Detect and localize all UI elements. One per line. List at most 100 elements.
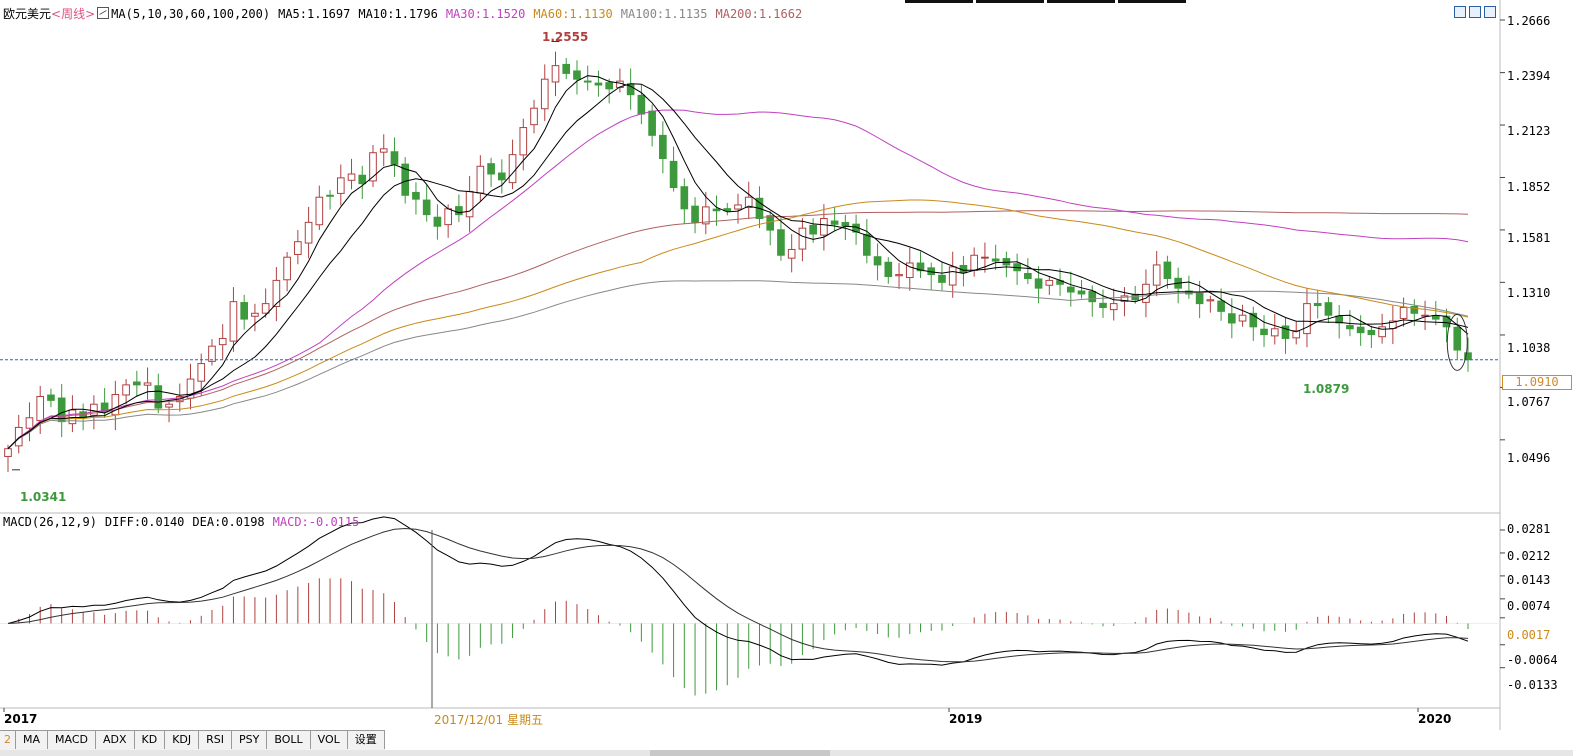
candlestick: [1238, 314, 1247, 322]
candlestick: [1421, 314, 1429, 317]
zoom-in-icon[interactable]: [1484, 6, 1496, 18]
tab-settings[interactable]: 设置: [347, 731, 385, 749]
candlestick: [744, 196, 753, 208]
price-tick: 1.1038: [1507, 341, 1551, 355]
candlestick: [680, 186, 689, 210]
candlestick: [369, 152, 377, 182]
high-annotation: 1.2555: [542, 30, 589, 44]
ma30-value: MA30:1.1520: [445, 7, 526, 21]
candlestick: [1324, 302, 1333, 316]
candlestick: [111, 394, 120, 416]
candlestick: [1249, 312, 1258, 328]
candlestick: [304, 221, 313, 244]
horizontal-scrollbar[interactable]: [0, 750, 1573, 756]
current-price-tag: 1.0910: [1502, 375, 1572, 390]
candlestick: [1217, 300, 1225, 312]
candlestick: [68, 409, 77, 425]
candlestick: [1410, 305, 1419, 314]
ma60-line: [7, 199, 1469, 450]
ma200-line: [7, 210, 1469, 450]
candlestick: [519, 127, 528, 156]
macd-tick: 0.0281: [1507, 522, 1551, 536]
candlestick: [497, 172, 506, 181]
macd-legend: MACD(26,12,9) DIFF:0.0140 DEA:0.0198 MACD:-…: [3, 514, 367, 530]
candlestick: [734, 204, 742, 210]
scrollbar-thumb[interactable]: [650, 750, 830, 756]
ma10-line: [7, 83, 1469, 450]
candlestick: [1109, 303, 1118, 311]
candlestick: [562, 63, 571, 74]
tab-ma[interactable]: MA: [16, 731, 49, 749]
candlestick: [1260, 328, 1268, 336]
candlestick: [1206, 299, 1215, 302]
candlestick: [905, 262, 914, 278]
candlestick: [1142, 283, 1150, 303]
macd-tick: 0.0017: [1507, 628, 1551, 642]
tab-rsi[interactable]: RSI: [199, 731, 233, 749]
restore-icon[interactable]: [1469, 6, 1481, 18]
candlestick: [862, 233, 871, 256]
macd-tick: 0.0212: [1507, 549, 1551, 563]
x-tick-2020: 2020: [1418, 712, 1452, 726]
candlestick: [873, 256, 882, 266]
candlestick: [208, 345, 216, 362]
candlestick: [379, 148, 388, 153]
x-tick-2017: 2017: [4, 712, 38, 726]
indicator-tabs: 2 MA MACD ADX KD KDJ RSI PSY BOLL VOL 设置: [0, 730, 385, 750]
candlestick: [1281, 325, 1290, 339]
tab-adx[interactable]: ADX: [96, 731, 135, 749]
candlestick: [336, 177, 345, 194]
candlestick: [1367, 329, 1376, 336]
ma-label: MA(5,10,30,60,100,200): [111, 7, 271, 21]
candlestick: [916, 262, 925, 272]
candlestick: [25, 417, 34, 429]
candlestick: [1453, 326, 1462, 351]
price-tick: 1.1852: [1507, 180, 1551, 194]
candlestick: [132, 381, 141, 386]
candlestick: [197, 363, 206, 382]
candlestick: [347, 173, 356, 181]
tab-macd[interactable]: MACD: [48, 731, 96, 749]
candlestick: [798, 227, 807, 250]
candlestick: [691, 205, 699, 223]
tab-kd[interactable]: KD: [134, 731, 166, 749]
ma-settings-icon[interactable]: [97, 7, 110, 19]
candlestick: [90, 403, 98, 416]
symbol-name: 欧元美元: [3, 7, 52, 21]
tab-psy[interactable]: PSY: [232, 731, 268, 749]
candlestick: [981, 256, 989, 259]
candlestick: [229, 301, 238, 342]
candlestick: [294, 241, 302, 255]
zoom-out-icon[interactable]: [1454, 6, 1466, 18]
dea-line: [7, 527, 1469, 663]
candlestick: [938, 274, 946, 283]
period-label[interactable]: <周线>: [51, 7, 96, 21]
tab-kdj[interactable]: KDJ: [165, 731, 200, 749]
candlestick: [659, 134, 667, 160]
tab-vol[interactable]: VOL: [310, 731, 348, 749]
macd-params: MACD(26,12,9): [3, 515, 97, 529]
candlestick: [36, 395, 45, 421]
x-tick-2019: 2019: [949, 712, 983, 726]
candlestick: [240, 302, 249, 320]
ma100-line: [7, 280, 1469, 450]
candlestick: [884, 261, 893, 278]
candlestick: [787, 248, 796, 259]
macd-tick: -0.0133: [1507, 678, 1558, 692]
macd-value: MACD:-0.0115: [272, 515, 360, 529]
candlestick: [723, 208, 732, 212]
candlestick: [251, 312, 259, 317]
candlestick: [1024, 273, 1032, 279]
candlestick: [701, 206, 710, 225]
candlestick: [165, 403, 173, 408]
candlestick: [283, 256, 291, 281]
candlestick: [1313, 302, 1322, 307]
candlestick: [1346, 325, 1354, 330]
candlestick: [712, 208, 721, 212]
candlestick: [476, 165, 485, 194]
candlestick: [1120, 295, 1129, 302]
tab-boll[interactable]: BOLL: [267, 731, 311, 749]
low-annotation-left: 1.0341: [20, 490, 67, 504]
candlestick: [1378, 326, 1386, 338]
